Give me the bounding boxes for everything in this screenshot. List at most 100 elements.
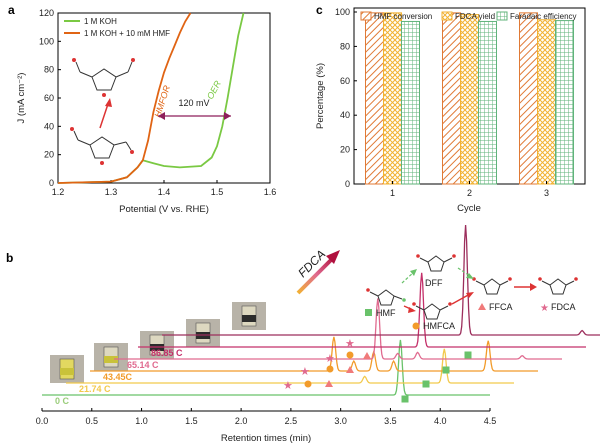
chromatogram-trace [66,348,514,384]
fdca-trend-arrow [296,250,340,295]
vial-photo [186,319,220,347]
panel-a-line-chart: 1.2 1.3 1.4 1.5 1.6 0 20 40 60 80 100 120 Potential… [16,8,276,215]
scheme-mol-ffca [472,277,512,295]
panel-b-xtick-label: 1.0 [135,416,148,426]
panel-b-xtick-label: 3.0 [334,416,347,426]
legend-marker-hmfca [412,322,420,330]
marker-hmf [422,380,430,388]
panel-a-ticks: 1.2 1.3 1.4 1.5 1.6 0 20 40 60 80 100 120 [39,8,276,197]
reaction-scheme: HMF HMFCA DFF FFCA ★ FDCA [365,254,578,331]
marker-fdca: ★ [300,365,310,378]
trace-label: 65.14 C [127,360,159,370]
panel-label-b: b [6,251,13,265]
panel-a-xtick-label: 1.5 [211,187,224,197]
panel-b-xtick-label: 0.0 [36,416,49,426]
bar-faradaic-efficiency [555,20,574,185]
legend-label-hmf-conversion: HMF conversion [374,12,432,21]
panel-a-ytick-label: 20 [44,150,54,160]
conversion-arrow [99,98,112,129]
legend-swatch-fdca-yield [441,11,453,21]
bar-hmf-conversion [519,12,538,185]
chromatogram-trace [162,224,600,336]
panel-b-xtick-label: 4.5 [484,416,497,426]
legend-marker-ffca [478,303,486,310]
panel-c-ytick-label: 80 [340,41,350,51]
vial-photo [94,343,128,371]
trace-label: 0 C [55,396,70,406]
marker-ffca [325,380,333,387]
marker-hmf [401,395,409,403]
panel-b-chromatogram: 0.0 0.5 1.0 1.5 2.0 2.5 3.0 3.5 4.0 4.5 Retention… [36,224,600,444]
molecule-hmf-sketch [70,127,134,165]
annotation-gap: 120 mV [178,98,209,108]
series-line-hmf [57,12,192,184]
legend-label-dff: DFF [425,278,443,288]
legend-marker-fdca: ★ [540,303,549,314]
trace-label: 86.85 C [151,348,183,358]
bar-faradaic-efficiency [401,20,420,185]
marker-fdca: ★ [325,352,335,365]
panel-c-ylabel: Percentage (%) [315,63,326,129]
panel-b-xtick-label: 4.0 [434,416,447,426]
panel-a-ytick-label: 40 [44,121,54,131]
marker-hmfca [326,365,334,373]
marker-fdca: ★ [283,379,293,392]
panel-c-legend: HMF conversion FDCA yield Faradaic effic… [360,11,577,21]
panel-a-ytick-label: 0 [49,178,54,188]
panel-c-bar-chart: 0 20 40 60 80 100 1 2 3 Cycle Percentage (%) HMF… [315,7,586,214]
scheme-mol-dff [416,254,456,272]
panel-a-xtick-label: 1.4 [158,187,171,197]
panel-b-xtick-label: 2.5 [285,416,298,426]
panel-a-xtick-label: 1.2 [52,187,65,197]
scheme-mol-hmf [366,288,406,306]
panel-b-xtick-label: 0.5 [86,416,99,426]
bar-faradaic-efficiency [478,20,497,185]
panel-c-ytick-label: 20 [340,145,350,155]
marker-hmfca [304,380,312,388]
panel-b-xlabel: Retention times (min) [221,433,311,444]
panel-a-series [57,12,245,184]
legend-label-hmf: 1 M KOH + 10 mM HMF [84,29,170,38]
bar-fdca-yield [460,14,479,185]
marker-hmf [442,366,450,374]
panel-c-xtick-label: 1 [390,188,395,198]
legend-label-hmf-scheme: HMF [376,308,396,318]
vial-contents [242,315,256,322]
panel-c-xtick-label: 2 [467,188,472,198]
panel-c-xlabel: Cycle [457,203,481,214]
molecule-fdca-sketch [72,58,135,97]
panel-c-ticks: 0 20 40 60 80 100 1 2 3 [335,7,549,198]
panel-b-xtick-label: 1.5 [185,416,198,426]
legend-label-hmfca: HMFCA [423,321,455,331]
panel-b-xtick-label: 2.0 [235,416,248,426]
panel-a-xtick-label: 1.6 [264,187,277,197]
bar-hmf-conversion [442,12,461,185]
vial-photo [232,302,266,330]
panel-b-xtick-label: 3.5 [384,416,397,426]
legend-label-faradaic: Faradaic efficiency [510,12,577,21]
vial-contents [60,368,74,375]
scheme-mol-hmfca [412,302,452,320]
panel-a-ytick-label: 80 [44,65,54,75]
bar-fdca-yield [383,12,402,185]
panel-label-a: a [8,3,15,17]
chromatogram-trace [138,272,586,348]
bar-hmf-conversion [365,12,384,185]
panel-c-xtick-label: 3 [544,188,549,198]
legend-label-ffca: FFCA [489,302,513,312]
panel-a-xlabel: Potential (V vs. RHE) [119,204,209,215]
series-line-koh [57,12,245,184]
chromatogram-trace [42,339,490,396]
marker-ffca [346,366,354,373]
panel-b-traces [42,224,600,396]
chromatogram-trace [90,336,538,372]
scheme-mol-fdca [538,277,578,295]
panel-b-trace-labels: 0 C 21.74 C 43.45C 65.14 C 86.85 C [55,348,183,406]
annotation-fdca: FDCA [295,247,328,280]
trace-label: 43.45C [103,372,133,382]
panel-b-peak-markers: ★ ★ ★ ★ [283,337,472,403]
legend-marker-hmf [365,309,372,316]
marker-hmf [464,351,472,359]
panel-c-ytick-label: 40 [340,110,350,120]
